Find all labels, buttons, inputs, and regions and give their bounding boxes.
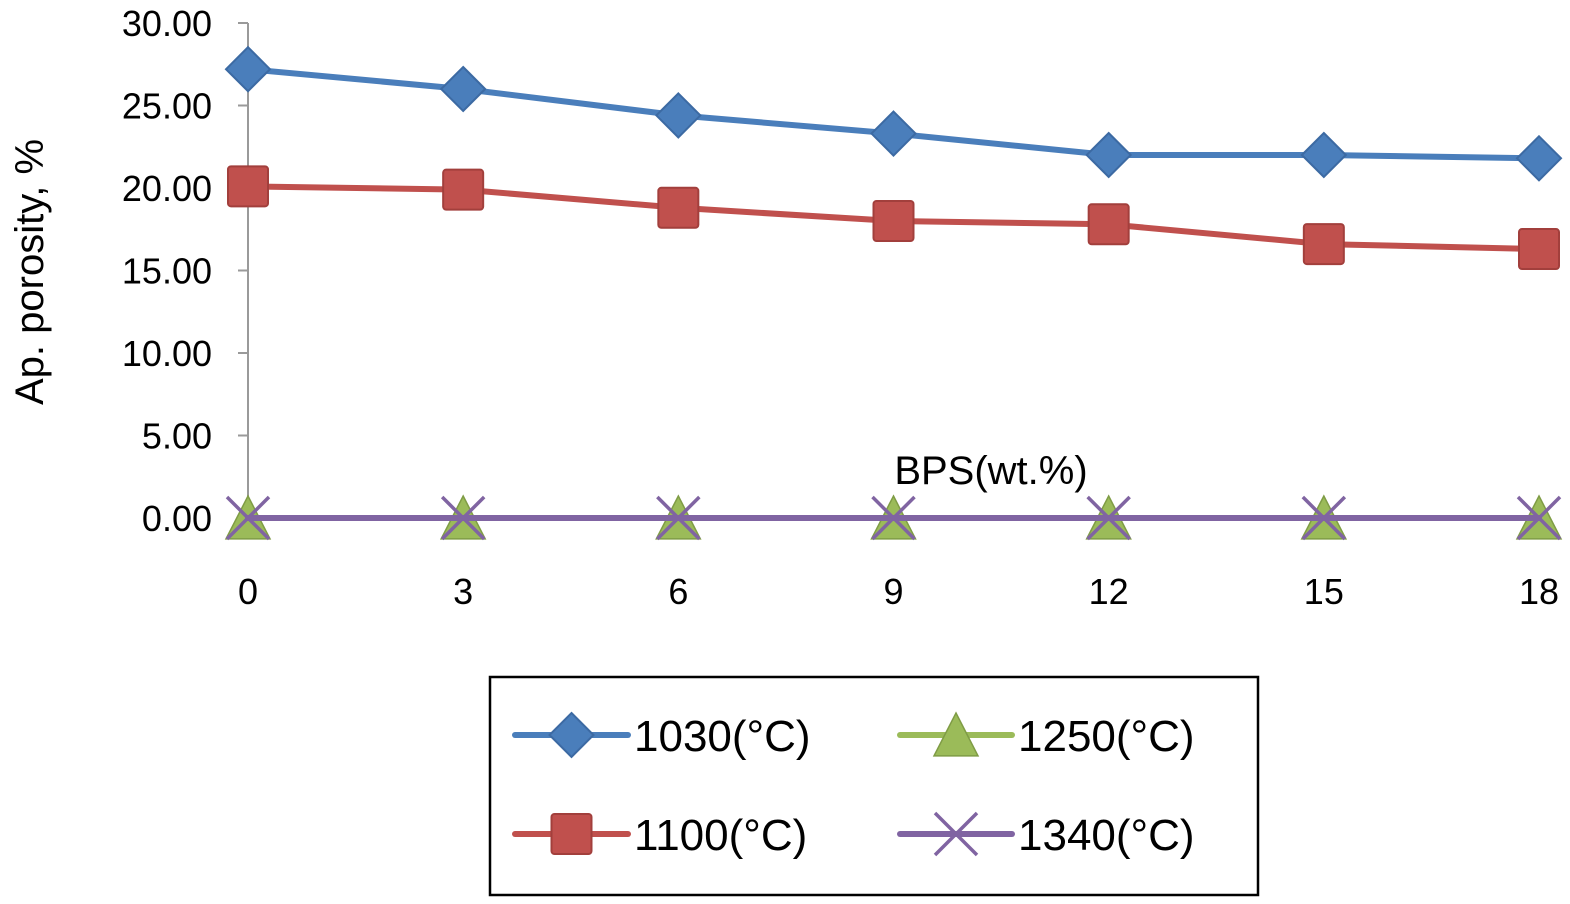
series-x bbox=[225, 495, 1562, 541]
y-tick-label: 15.00 bbox=[122, 251, 212, 292]
legend-box bbox=[488, 675, 1260, 897]
legend-label: 1100(°C) bbox=[634, 811, 807, 860]
legend-label: 1030(°C) bbox=[634, 712, 811, 761]
data-point-diamond bbox=[1515, 134, 1563, 182]
data-point-x bbox=[440, 495, 486, 541]
y-tick-label: 0.00 bbox=[142, 498, 212, 539]
x-tick-label: 6 bbox=[668, 571, 688, 612]
data-point-x bbox=[1301, 495, 1347, 541]
x-tick-label: 12 bbox=[1089, 571, 1129, 612]
data-point-x bbox=[1086, 495, 1131, 541]
y-tick-label: 10.00 bbox=[122, 333, 212, 374]
data-point-x bbox=[656, 495, 701, 541]
data-point-square bbox=[657, 186, 700, 229]
data-point-square bbox=[1518, 228, 1560, 271]
y-tick-label: 30.00 bbox=[122, 3, 212, 44]
data-point-x bbox=[225, 495, 271, 541]
legend-label: 1340(°C) bbox=[1018, 811, 1195, 860]
series-square bbox=[227, 165, 1560, 271]
legend-marker-x bbox=[933, 811, 979, 857]
data-point-square bbox=[1302, 223, 1345, 266]
x-ticks: 0 3 6 9 12 15 18 bbox=[238, 571, 1559, 612]
legend-label: 1250(°C) bbox=[1018, 712, 1195, 761]
legend-marker-triangle bbox=[932, 711, 980, 757]
y-tick-label: 20.00 bbox=[122, 168, 212, 209]
y-tick-label: 5.00 bbox=[142, 416, 212, 457]
y-axis-title: Ap. porosity, % bbox=[8, 139, 52, 405]
data-point-x bbox=[871, 495, 916, 541]
legend-entry: 1340(°C) bbox=[897, 811, 1195, 860]
axes bbox=[247, 23, 1546, 519]
data-point-square bbox=[872, 200, 915, 242]
data-point-diamond bbox=[1300, 131, 1348, 179]
x-tick-label: 9 bbox=[883, 571, 903, 612]
x-tick-label: 0 bbox=[238, 571, 258, 612]
data-point-diamond bbox=[870, 110, 917, 157]
data-point-x bbox=[1516, 495, 1562, 541]
data-point-diamond bbox=[1085, 131, 1133, 179]
x-tick-label: 3 bbox=[453, 571, 473, 612]
data-point-square bbox=[1087, 203, 1130, 246]
series-diamond bbox=[224, 45, 1563, 182]
x-tick-label: 18 bbox=[1519, 571, 1559, 612]
series bbox=[224, 45, 1563, 541]
legend: 1030(°C) 1100(°C) 1250(°C) 1340(°C) bbox=[488, 675, 1260, 897]
x-tick-label: 15 bbox=[1304, 571, 1344, 612]
data-point-square bbox=[227, 165, 269, 208]
y-tick-label: 25.00 bbox=[122, 86, 212, 127]
legend-entry: 1250(°C) bbox=[897, 711, 1195, 761]
y-ticks: 0.00 5.00 10.00 15.00 20.00 25.00 30.00 bbox=[122, 3, 248, 539]
legend-marker-diamond bbox=[548, 711, 595, 759]
data-point-diamond bbox=[224, 45, 272, 93]
data-point-square bbox=[442, 168, 485, 211]
legend-marker-square bbox=[550, 813, 593, 855]
legend-entry: 1030(°C) bbox=[512, 711, 811, 761]
data-point-diamond bbox=[439, 65, 487, 113]
x-axis-title: BPS(wt.%) bbox=[894, 449, 1087, 493]
data-point-diamond bbox=[654, 91, 702, 139]
legend-entry: 1100(°C) bbox=[512, 811, 807, 860]
